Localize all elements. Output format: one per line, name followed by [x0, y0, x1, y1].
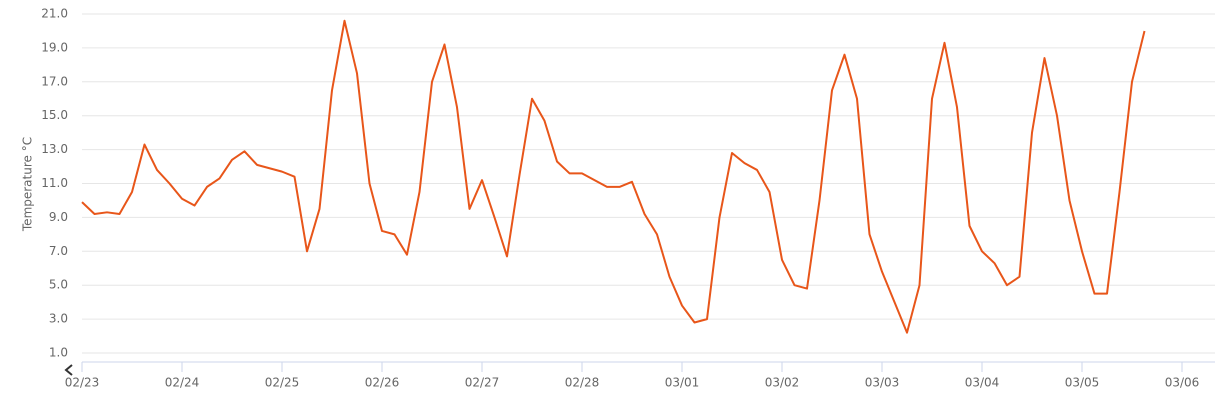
- y-tick-label: 5.0: [49, 278, 68, 292]
- y-tick-label: 1.0: [49, 346, 68, 360]
- x-tick-label: 02/26: [365, 376, 400, 390]
- x-tick-label: 03/06: [1165, 376, 1200, 390]
- y-axis-label: Temperature °C: [21, 137, 35, 232]
- y-tick-label: 21.0: [41, 7, 68, 21]
- y-tick-label: 19.0: [41, 40, 68, 54]
- x-tick-label: 03/04: [965, 376, 1000, 390]
- y-tick-label: 13.0: [41, 142, 68, 156]
- x-tick-label: 02/24: [165, 376, 200, 390]
- x-tick-label: 03/05: [1065, 376, 1100, 390]
- y-tick-label: 9.0: [49, 210, 68, 224]
- y-tick-label: 11.0: [41, 176, 68, 190]
- x-tick-label: 03/02: [765, 376, 800, 390]
- x-tick-label: 02/27: [465, 376, 500, 390]
- x-tick-label: 02/28: [565, 376, 600, 390]
- x-tick-label: 03/01: [665, 376, 700, 390]
- y-tick-label: 15.0: [41, 108, 68, 122]
- y-tick-label: 17.0: [41, 74, 68, 88]
- x-tick-label: 02/25: [265, 376, 300, 390]
- y-tick-label: 7.0: [49, 244, 68, 258]
- temperature-line: [81, 19, 1146, 334]
- y-tick-label: 3.0: [49, 312, 68, 326]
- x-tick-label: 02/23: [65, 376, 100, 390]
- scroll-left-arrow[interactable]: [64, 364, 73, 376]
- x-tick-label: 03/03: [865, 376, 900, 390]
